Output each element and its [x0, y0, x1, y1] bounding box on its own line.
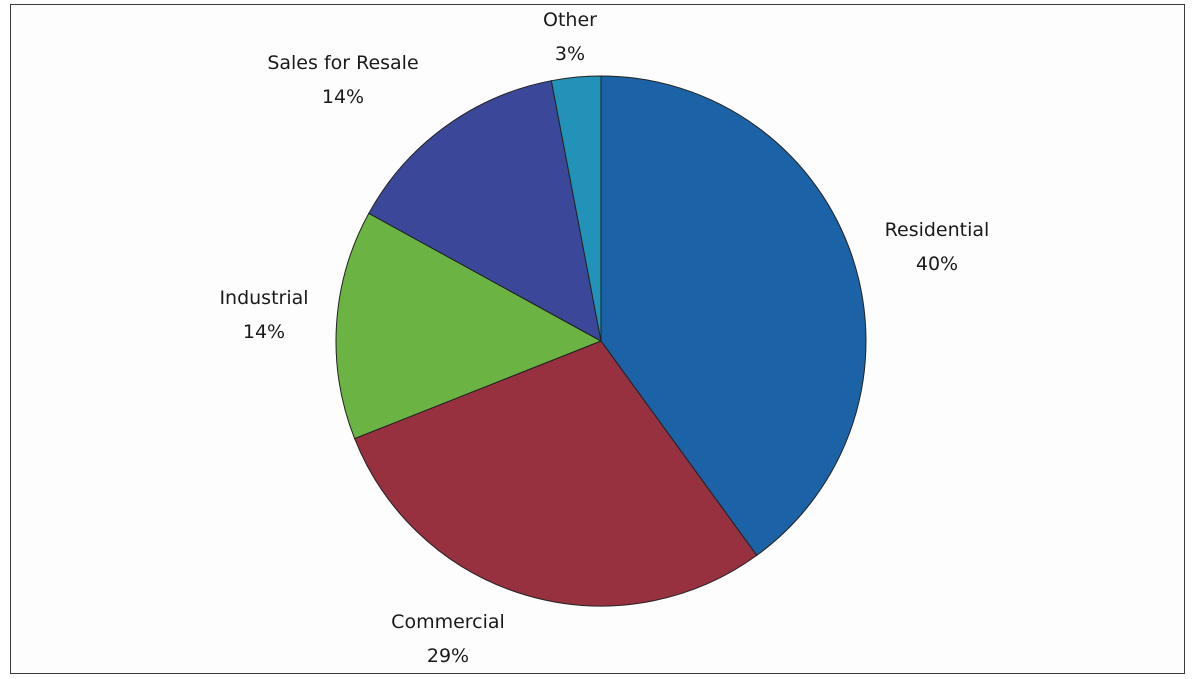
slice-label-sales-for-resale: Sales for Resale: [267, 52, 418, 74]
pie-slice-other: [550, 75, 602, 342]
pie-slice-sales-for-resale: [368, 80, 602, 342]
slice-value-label-commercial: 29%: [427, 645, 469, 667]
pie-slice-residential: [600, 75, 867, 557]
slice-value-label-sales-for-resale: 14%: [322, 86, 364, 108]
slice-value-label-residential: 40%: [916, 253, 958, 275]
slice-label-residential: Residential: [885, 219, 990, 241]
slice-value-label-other: 3%: [555, 43, 585, 65]
pie-slice-commercial: [353, 340, 758, 607]
slice-label-industrial: Industrial: [219, 287, 308, 309]
pie-slice-industrial: [335, 212, 603, 440]
pie-slices: [335, 75, 867, 607]
pie-labels: Residential 40% Commercial 29% Industrial 14%…: [219, 9, 989, 667]
slice-value-label-industrial: 14%: [243, 321, 285, 343]
slice-label-other: Other: [543, 9, 597, 31]
slice-label-commercial: Commercial: [391, 611, 505, 633]
